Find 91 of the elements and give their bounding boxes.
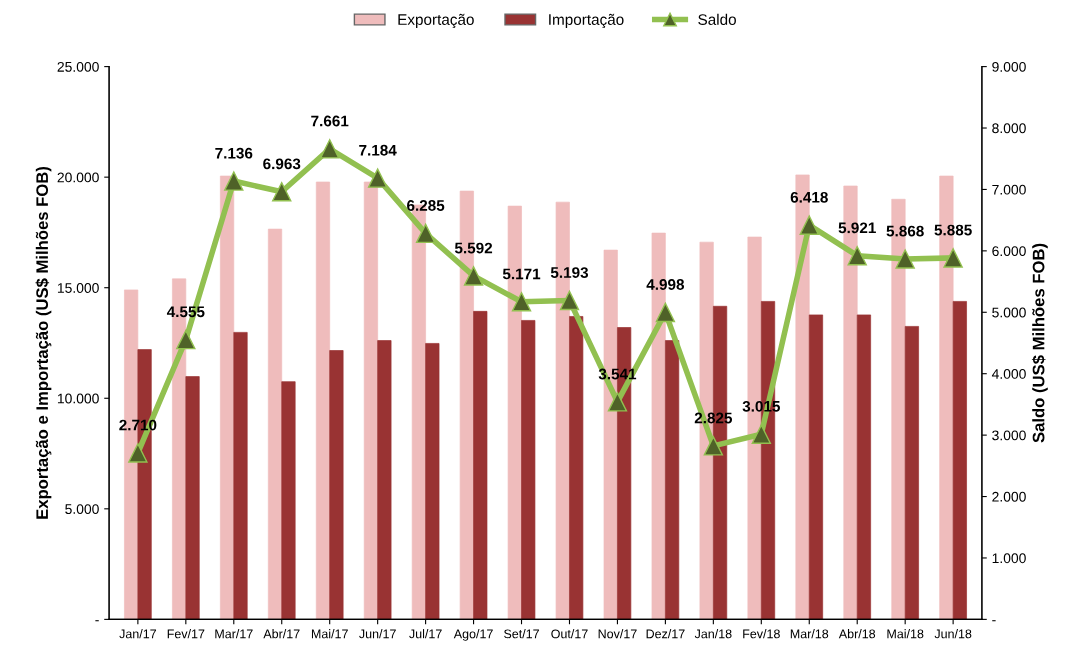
data-label: 6.963 xyxy=(263,158,301,170)
y-tick-label: 20.000 xyxy=(57,172,99,183)
y2-tick-label: 7.000 xyxy=(992,184,1026,195)
bar xyxy=(521,320,536,620)
data-label: 2.825 xyxy=(694,412,733,424)
bar xyxy=(233,332,248,620)
point xyxy=(463,266,484,286)
x-tick-label: Jun/17 xyxy=(359,629,396,639)
y-tick-label: 10.000 xyxy=(57,393,99,404)
point xyxy=(607,392,628,412)
data-label: 5.193 xyxy=(550,267,589,278)
point xyxy=(655,302,676,323)
x-tick-label: Jul/17 xyxy=(409,629,442,639)
point xyxy=(272,181,292,202)
bar xyxy=(856,314,871,620)
y-tick-label: - xyxy=(95,620,99,622)
x-tick-label: Set/17 xyxy=(504,629,539,639)
legend-label: Saldo xyxy=(698,13,736,25)
y-tick-label: 15.000 xyxy=(57,283,99,293)
x-tick-label: Mar/18 xyxy=(790,629,829,639)
bar xyxy=(904,326,919,620)
bar xyxy=(569,316,584,620)
bar xyxy=(425,343,440,620)
data-label: 4.555 xyxy=(166,306,205,318)
data-label: 5.885 xyxy=(934,224,972,236)
data-label: 4.998 xyxy=(646,279,685,290)
y2-tick-label: - xyxy=(992,620,996,622)
x-tick-label: Out/17 xyxy=(551,629,588,639)
data-label: 5.171 xyxy=(502,268,541,280)
x-tick-label: Abr/17 xyxy=(263,629,300,639)
point xyxy=(703,436,724,456)
point xyxy=(847,245,867,266)
bar xyxy=(952,301,967,620)
y2-tick-label: 4.000 xyxy=(991,369,1026,379)
point xyxy=(319,139,340,159)
y2-tick-label: 5.000 xyxy=(992,307,1026,318)
data-label: 7.661 xyxy=(311,115,349,127)
y2-tick-label: 2.000 xyxy=(992,491,1026,502)
point xyxy=(415,223,436,244)
y2-axis-title: Saldo (US$ Milhões FOB) xyxy=(1031,243,1048,443)
x-tick-label: Jan/17 xyxy=(119,629,157,639)
x-tick-label: Jan/18 xyxy=(694,629,732,639)
y2-tick-label: 3.000 xyxy=(992,430,1026,441)
y-tick-label: 25.000 xyxy=(57,61,99,72)
y-axis-title: Exportação e Importação (US$ Milhões FOB) xyxy=(35,166,52,519)
point xyxy=(895,249,915,269)
data-label: 7.184 xyxy=(359,144,397,156)
point xyxy=(751,424,772,444)
point xyxy=(128,443,148,463)
x-tick-label: Nov/17 xyxy=(598,629,637,639)
bar xyxy=(665,340,680,620)
x-tick-label: Fev/17 xyxy=(167,629,205,639)
x-tick-label: Mai/18 xyxy=(887,629,924,639)
bar xyxy=(315,181,331,620)
point xyxy=(176,329,196,350)
x-tick-label: Jun/18 xyxy=(934,629,972,639)
point xyxy=(799,215,819,235)
point xyxy=(943,248,963,268)
data-label: 5.921 xyxy=(838,222,876,234)
legend-label: Exportação xyxy=(398,13,474,29)
point xyxy=(511,292,532,312)
x-tick-label: Mai/17 xyxy=(311,629,348,639)
y-tick-label: 5.000 xyxy=(65,504,99,514)
bar xyxy=(363,181,378,620)
bar xyxy=(185,376,200,620)
x-tick-label: Dez/17 xyxy=(646,629,685,639)
y2-tick-label: 6.000 xyxy=(992,246,1026,257)
data-label: 3.541 xyxy=(598,368,637,380)
data-label: 5.868 xyxy=(886,225,924,237)
x-tick-label: Fev/18 xyxy=(743,629,780,639)
point xyxy=(224,171,244,191)
x-tick-label: Ago/17 xyxy=(453,629,493,641)
bar xyxy=(267,228,283,620)
bar xyxy=(220,175,235,620)
bar xyxy=(329,350,344,620)
bar xyxy=(808,314,824,620)
data-label: 6.285 xyxy=(407,200,445,211)
y2-tick-label: 8.000 xyxy=(992,123,1026,134)
legend-label: Importação xyxy=(549,13,624,29)
x-tick-label: Abr/18 xyxy=(838,629,876,639)
data-label: 5.592 xyxy=(454,242,493,254)
point xyxy=(367,168,388,188)
data-label: 6.418 xyxy=(790,191,828,203)
point xyxy=(559,290,580,311)
y2-tick-label: 9.000 xyxy=(992,61,1026,72)
bar xyxy=(473,311,488,620)
bar xyxy=(281,381,296,620)
y2-tick-label: 1.000 xyxy=(992,553,1026,564)
bar xyxy=(377,340,392,620)
x-tick-label: Mar/17 xyxy=(215,629,253,639)
data-label: 7.136 xyxy=(215,147,253,159)
